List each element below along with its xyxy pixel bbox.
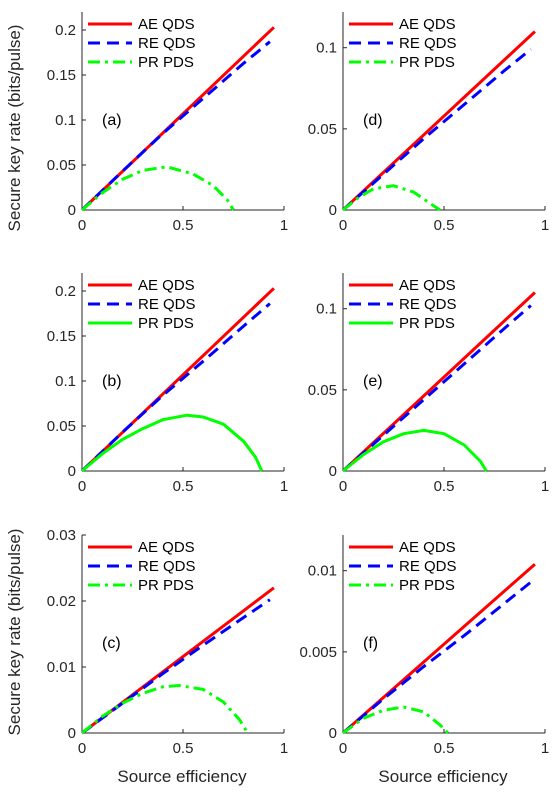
y-tick-label: 0.15 [47, 67, 76, 84]
x-tick-label: 1 [541, 217, 549, 234]
legend-label: RE QDS [138, 296, 196, 313]
y-axis-label-bottom: Secure key rate (bits/pulse) [5, 529, 24, 736]
legend-label: RE QDS [399, 558, 457, 575]
panel-label: (e) [363, 373, 383, 390]
y-tick-label: 0.2 [55, 22, 76, 39]
y-tick-label: 0.01 [308, 563, 337, 580]
y-tick-label: 0 [68, 725, 76, 742]
series-line-re-qds [342, 304, 532, 473]
series-line-pr-pds [81, 413, 264, 473]
y-tick-label: 0.1 [55, 112, 76, 129]
y-tick-label: 0.05 [47, 418, 76, 435]
series-line-re-qds [80, 40, 271, 212]
legend: AE QDS RE QDS PR PDS [88, 16, 196, 71]
y-axis-label-top: Secure key rate (bits/pulse) [5, 25, 24, 232]
y-tick-label: 0 [329, 725, 337, 742]
x-tick-label: 0.5 [434, 740, 455, 757]
legend-label: AE QDS [138, 16, 195, 33]
x-axis-label-right: Source efficiency [378, 767, 508, 786]
y-tick-label: 0.01 [47, 659, 76, 676]
series-line-pr-pds [342, 428, 488, 473]
chart-panel: 0 0.5 1 0 0.05 0.1 AE QDS RE QDS PR PDS (e) [308, 273, 549, 495]
legend-label: PR PDS [138, 577, 194, 594]
y-tick-label: 0.2 [55, 283, 76, 300]
series-line-re-qds [342, 48, 532, 212]
legend-label: RE QDS [399, 35, 457, 52]
legend-label: AE QDS [399, 539, 456, 556]
x-tick-label: 0 [339, 478, 347, 495]
panel-label: (a) [102, 112, 122, 129]
y-tick-label: 0.05 [308, 121, 337, 138]
series-line-pr-pds [81, 684, 249, 735]
legend: AE QDS RE QDS PR PDS [88, 277, 196, 332]
legend: AE QDS RE QDS PR PDS [349, 277, 457, 332]
legend: AE QDS RE QDS PR PDS [88, 539, 196, 594]
x-tick-label: 1 [541, 740, 549, 757]
panel-label: (f) [363, 635, 378, 652]
y-tick-label: 0.05 [47, 157, 76, 174]
legend-label: RE QDS [399, 296, 457, 313]
x-tick-label: 1 [280, 478, 288, 495]
legend-label: PR PDS [138, 315, 194, 332]
series-line-pr-pds [342, 705, 450, 735]
chart-panel: 0 0.5 1 0 0.005 0.01 AE QDS RE QDS PR PDS (f) [299, 535, 549, 757]
panel-label: (d) [363, 112, 383, 129]
panel-label: (b) [102, 373, 122, 390]
y-tick-label: 0 [329, 463, 337, 480]
chart-panel: 0 0.5 1 0 0.01 0.02 0.03 AE QDS RE QDS PR PDS (c) [47, 527, 288, 757]
y-tick-label: 0.02 [47, 593, 76, 610]
legend-label: PR PDS [399, 54, 455, 71]
x-tick-label: 1 [280, 217, 288, 234]
chart-panel: 0 0.5 1 0 0.05 0.1 0.15 0.2 AE QDS RE QDS PR PDS (b… [47, 273, 288, 495]
x-tick-label: 0.5 [173, 740, 194, 757]
x-axis-label-left: Source efficiency [117, 767, 247, 786]
x-tick-label: 0 [78, 740, 86, 757]
y-tick-label: 0.1 [316, 301, 337, 318]
legend: AE QDS RE QDS PR PDS [349, 539, 457, 594]
x-tick-label: 0.5 [434, 217, 455, 234]
x-tick-label: 0 [339, 217, 347, 234]
x-tick-label: 0.5 [173, 478, 194, 495]
series-line-pr-pds [81, 165, 235, 212]
x-tick-label: 0.5 [434, 478, 455, 495]
legend-label: RE QDS [138, 35, 196, 52]
x-tick-label: 0 [78, 217, 86, 234]
series-line-re-qds [342, 580, 532, 735]
chart-panel: 0 0.5 1 0 0.05 0.1 AE QDS RE QDS PR PDS (d) [308, 12, 549, 234]
legend-label: PR PDS [399, 315, 455, 332]
y-tick-label: 0.1 [316, 40, 337, 57]
y-tick-label: 0 [68, 463, 76, 480]
legend-label: PR PDS [138, 54, 194, 71]
legend-label: AE QDS [138, 539, 195, 556]
chart-panel: 0 0.5 1 0 0.05 0.1 0.15 0.2 AE QDS RE QDS PR PDS (a… [47, 12, 288, 234]
series-line-re-qds [81, 598, 271, 735]
x-tick-label: 0 [339, 740, 347, 757]
x-tick-label: 0.5 [173, 217, 194, 234]
series-line-re-qds [80, 302, 271, 473]
panel-label: (c) [102, 635, 121, 652]
y-tick-label: 0.03 [47, 527, 76, 544]
y-tick-label: 0.15 [47, 328, 76, 345]
x-tick-label: 0 [78, 478, 86, 495]
legend-label: AE QDS [138, 277, 195, 294]
y-tick-label: 0 [68, 202, 76, 219]
legend-label: AE QDS [399, 16, 456, 33]
x-tick-label: 1 [541, 478, 549, 495]
y-tick-label: 0.05 [308, 382, 337, 399]
legend: AE QDS RE QDS PR PDS [349, 16, 457, 71]
y-tick-label: 0.1 [55, 373, 76, 390]
legend-label: RE QDS [138, 558, 196, 575]
legend-label: AE QDS [399, 277, 456, 294]
legend-label: PR PDS [399, 577, 455, 594]
y-tick-label: 0 [329, 202, 337, 219]
series-line-pr-pds [342, 184, 441, 212]
y-tick-label: 0.005 [299, 644, 337, 661]
x-tick-label: 1 [280, 740, 288, 757]
